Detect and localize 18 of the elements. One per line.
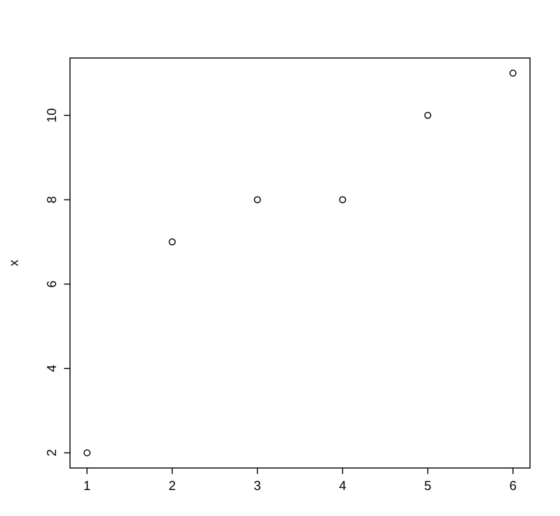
x-tick-label: 6 bbox=[509, 478, 517, 493]
point bbox=[84, 449, 91, 456]
y-tick-label: 6 bbox=[44, 280, 59, 288]
y-tick-label: 8 bbox=[44, 196, 59, 204]
x-tick-label: 5 bbox=[424, 478, 432, 493]
y-tick-label: 2 bbox=[44, 449, 59, 456]
y-tick-label: 4 bbox=[44, 364, 59, 372]
x-tick-label: 2 bbox=[168, 478, 176, 493]
point bbox=[339, 196, 346, 204]
y-tick-label: 10 bbox=[44, 108, 59, 123]
x-tick-label: 4 bbox=[338, 478, 346, 493]
point bbox=[424, 112, 432, 119]
y-axis-title: x bbox=[6, 259, 21, 266]
point bbox=[509, 70, 516, 77]
point bbox=[254, 196, 261, 204]
x-tick-label: 3 bbox=[254, 478, 262, 493]
point bbox=[168, 238, 176, 246]
x-tick-label: 1 bbox=[83, 478, 91, 493]
